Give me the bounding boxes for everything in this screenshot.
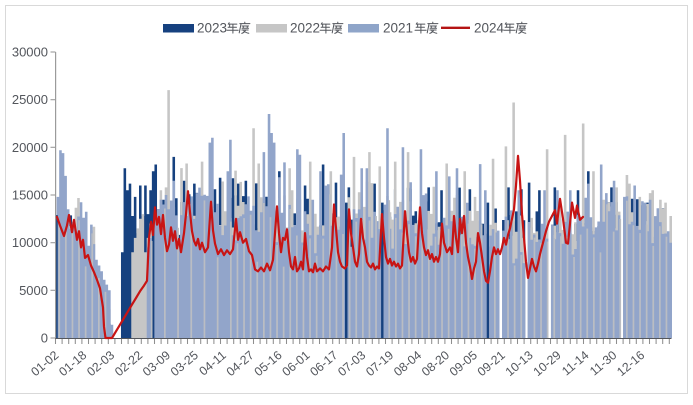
svg-text:15000: 15000: [12, 188, 48, 203]
svg-text:2023: 2023: [197, 21, 227, 36]
svg-text:25000: 25000: [12, 92, 48, 107]
svg-text:5000: 5000: [19, 283, 48, 298]
svg-text:0: 0: [41, 331, 48, 346]
svg-text:2021: 2021: [383, 21, 413, 36]
svg-text:2022: 2022: [290, 21, 320, 36]
svg-text:2024: 2024: [474, 21, 505, 36]
svg-text:10000: 10000: [12, 235, 48, 250]
svg-text:30000: 30000: [12, 45, 48, 60]
svg-text:20000: 20000: [12, 140, 48, 155]
